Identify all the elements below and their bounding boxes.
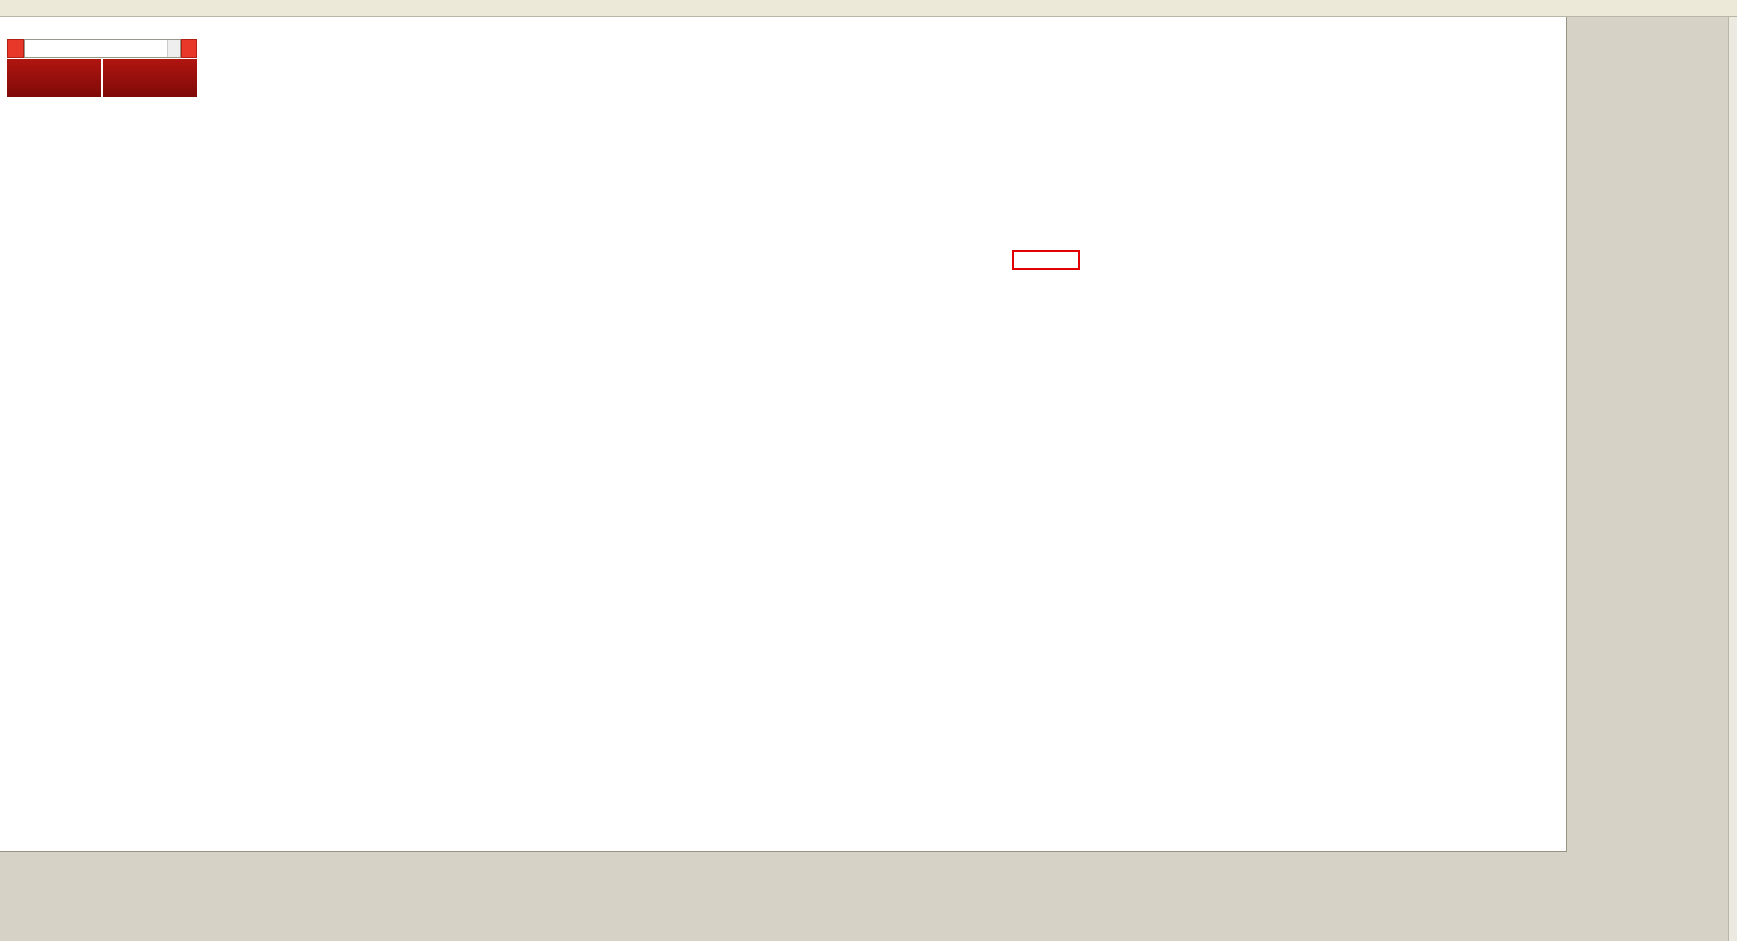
volume-spinner <box>166 40 180 57</box>
toolbar <box>0 0 1737 17</box>
price-chart-canvas[interactable] <box>0 17 1565 850</box>
trade-panel-price-row <box>7 59 197 97</box>
workspace-background <box>1567 17 1737 941</box>
price-annotation-box[interactable] <box>1012 250 1080 270</box>
volume-up-icon[interactable] <box>167 40 180 49</box>
buy-button[interactable] <box>180 39 197 58</box>
buy-price-button[interactable] <box>103 59 197 97</box>
one-click-trading-panel <box>7 39 197 97</box>
trade-panel-top-row <box>7 39 197 58</box>
chart-window <box>0 17 1567 852</box>
sell-button[interactable] <box>7 39 24 58</box>
sell-price-button[interactable] <box>7 59 101 97</box>
volume-down-icon[interactable] <box>167 48 180 57</box>
volume-box <box>23 39 181 58</box>
vertical-scrollbar[interactable] <box>1728 17 1737 941</box>
quote-line <box>6 21 9 31</box>
volume-input[interactable] <box>24 40 167 57</box>
